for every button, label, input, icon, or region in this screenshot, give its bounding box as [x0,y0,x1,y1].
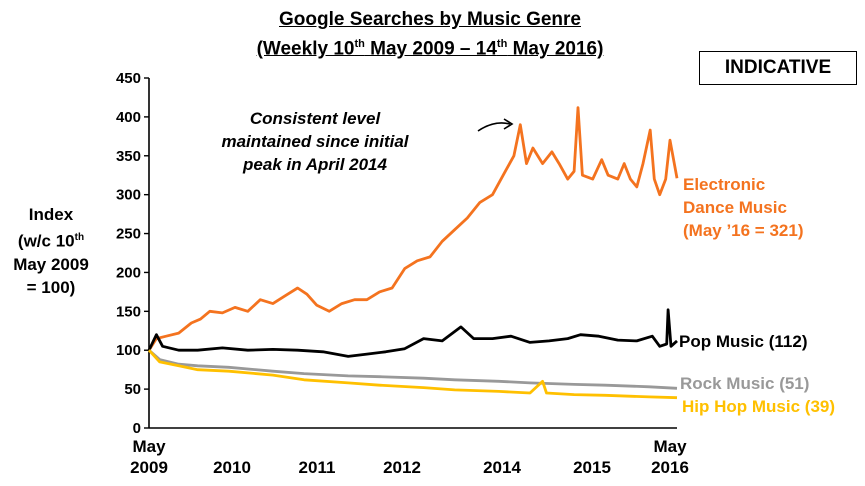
series-line-hiphop [147,349,678,400]
series-line-pop [147,308,678,358]
chart-series [147,106,679,400]
y-tick-label: 50 [124,381,141,398]
series-label-hiphop: Hip Hop Music (39) [682,397,836,416]
y-axis-label: Index (w/c 10th May 2009 = 100) [13,205,89,297]
series-label-pop: Pop Music (112) [679,332,808,351]
x-label-year: 2012 [383,458,421,477]
y-tick-label: 400 [116,109,141,126]
series-label-rock: Rock Music (51) [680,374,810,393]
indicative-badge: INDICATIVE [699,51,857,85]
x-label-start: May 2009 [130,437,168,477]
x-label-year: 2015 [573,458,611,477]
y-tick-label: 450 [116,70,141,87]
chart-title-line2: (Weekly 10th May 2009 – 14th May 2016) [256,38,604,60]
series-line-edm [147,106,679,351]
chart-axes: 0 50 100 150 200 250 300 350 400 450 [116,70,677,437]
x-label-end: May 2016 [651,437,689,477]
series-line-rock [148,349,678,390]
y-tick-label: 350 [116,148,141,165]
y-tick-label: 200 [116,264,141,281]
y-tick-label: 0 [133,420,141,437]
annotation-arrow [477,118,514,132]
y-tick-label: 100 [116,342,141,359]
y-tick-label: 250 [116,226,141,243]
series-label-edm: Electronic Dance Music (May ’16 = 321) [683,175,804,240]
y-tick-label: 300 [116,187,141,204]
chart-title-line1: Google Searches by Music Genre [279,9,581,30]
y-tick-label: 150 [116,303,141,320]
chart-title: Google Searches by Music Genre (Weekly 1… [0,8,860,61]
x-label-year: 2011 [298,458,336,477]
annotation-text: Consistent level maintained since initia… [221,109,409,174]
x-label-year: 2014 [483,458,521,477]
x-label-year: 2010 [213,458,251,477]
